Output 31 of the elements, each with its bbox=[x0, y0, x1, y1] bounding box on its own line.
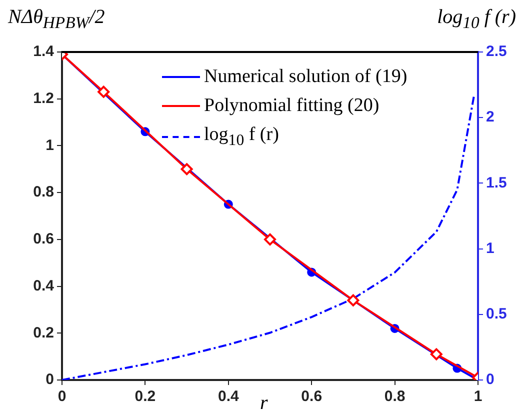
y2-tick-label: 2.5 bbox=[486, 43, 507, 60]
point bbox=[347, 294, 360, 306]
x-tick-label: 0.6 bbox=[301, 388, 322, 406]
y2-tick-label: 1.5 bbox=[486, 174, 507, 192]
y-tick-label: 0.2 bbox=[33, 324, 54, 342]
point bbox=[98, 86, 110, 98]
y-tick-label: 0.4 bbox=[33, 277, 55, 294]
legend-label: log$_{10}$ f (r) bbox=[204, 123, 279, 151]
y-tick-label: 0 bbox=[46, 371, 54, 388]
y2-tick-label: 0.5 bbox=[486, 306, 507, 323]
y-axis-title: NΔθ$_{HPBW}$/2 bbox=[8, 6, 105, 33]
x-tick-label: 0.8 bbox=[384, 388, 406, 406]
y2-axis-title: log$_{10}$ f (r) bbox=[437, 6, 516, 33]
legend-label: Polynomial fitting (20) bbox=[204, 94, 380, 118]
y-tick-label: 0.8 bbox=[33, 184, 54, 201]
y-tick-label: 0.6 bbox=[33, 230, 54, 248]
point bbox=[264, 233, 276, 246]
y2-tick-label: 0 bbox=[486, 371, 494, 388]
x-tick-label: 0.2 bbox=[134, 388, 156, 406]
point bbox=[180, 163, 193, 176]
x-tick-label: 0.4 bbox=[218, 388, 240, 406]
x-tick-label: 0 bbox=[58, 388, 66, 406]
x-tick-label: 1 bbox=[474, 388, 482, 406]
y2-tick-label: 1 bbox=[486, 240, 494, 257]
y-tick-label: 1.4 bbox=[33, 43, 55, 60]
legend-label: Numerical solution of (19) bbox=[204, 65, 408, 89]
y-tick-label: 1 bbox=[46, 136, 54, 154]
point bbox=[430, 348, 442, 360]
y-tick-label: 1.2 bbox=[33, 90, 54, 107]
x-axis-title: r bbox=[260, 392, 268, 415]
y2-tick-label: 2 bbox=[486, 108, 494, 126]
